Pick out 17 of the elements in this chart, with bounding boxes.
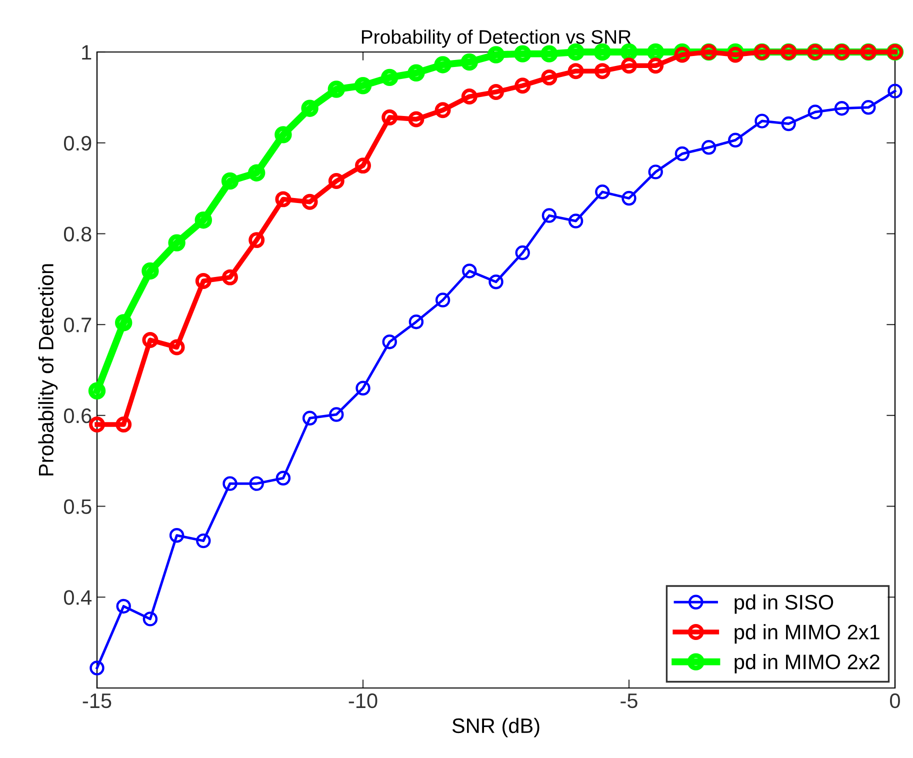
y-tick-label: 1 <box>82 45 92 60</box>
y-tick-label: 0.9 <box>64 136 92 151</box>
legend-label: pd in SISO <box>734 594 834 614</box>
y-axis-title: Probability of Detection <box>38 264 58 476</box>
legend-label: pd in MIMO 2x1 <box>734 624 880 644</box>
x-axis-title: SNR (dB) <box>452 718 540 738</box>
y-tick-label: 0.7 <box>64 318 92 332</box>
y-tick-label: 0.6 <box>64 408 92 424</box>
y-tick-label: 0.5 <box>64 499 92 514</box>
y-tick-label: 0.4 <box>64 590 92 605</box>
legend-label: pd in MIMO 2x2 <box>734 654 880 674</box>
x-tick-label: -15 <box>82 694 112 708</box>
y-tick-label: 0.8 <box>64 226 92 242</box>
x-tick-label: 0 <box>890 693 900 708</box>
chart-title: Probability of Detection vs SNR <box>362 30 631 48</box>
x-tick-label: -10 <box>348 693 378 708</box>
x-tick-label: -5 <box>620 694 638 708</box>
